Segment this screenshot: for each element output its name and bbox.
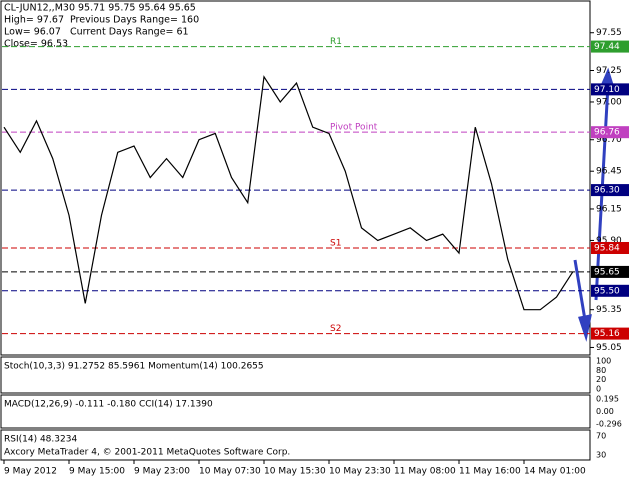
level-label-box <box>591 327 629 340</box>
x-tick-label: 11 May 08:00 <box>394 467 456 477</box>
header-high: High= 97.67 <box>4 15 64 26</box>
stoch-panel <box>0 356 591 394</box>
level-label-box <box>591 126 629 139</box>
level-label: 95.84 <box>594 243 620 253</box>
main-panel <box>0 0 591 356</box>
sub-tick-label: 100 <box>596 357 611 366</box>
sub-tick-label: -0.296 <box>596 420 622 429</box>
x-tick-label: 14 May 01:00 <box>524 467 586 477</box>
macd-title: MACD(12,26,9) -0.111 -0.180 CCI(14) 17.1… <box>4 400 213 410</box>
rsi-panel <box>0 429 591 461</box>
stoch-title: Stoch(10,3,3) 91.2752 85.5961 Momentum(1… <box>4 362 264 372</box>
y-tick-label: 97.00 <box>596 97 622 107</box>
level-label: 95.16 <box>594 329 620 339</box>
x-tick-label: 10 May 23:30 <box>329 467 391 477</box>
header-low: Low= 96.07 <box>4 27 61 38</box>
level-label-box <box>591 83 629 96</box>
level-label: 97.10 <box>594 85 620 95</box>
header-curr-range: Current Days Range= 61 <box>70 27 189 38</box>
level-label: 95.65 <box>594 267 620 277</box>
y-tick-label: 97.25 <box>596 66 622 76</box>
sub-tick-label: 0 <box>596 385 601 394</box>
macd-panel <box>0 394 591 429</box>
sub-tick-label: 80 <box>596 366 606 375</box>
x-tick-label: 9 May 15:00 <box>69 467 125 477</box>
level-name: S1 <box>330 238 341 248</box>
y-tick-label: 95.35 <box>596 305 622 315</box>
level-label: 95.50 <box>594 286 620 296</box>
header-prev-range: Previous Days Range= 160 <box>70 15 199 26</box>
x-tick-label: 9 May 2012 <box>4 467 57 477</box>
x-tick-label: 9 May 23:00 <box>134 467 190 477</box>
y-tick-label: 95.90 <box>596 236 622 246</box>
level-label: 96.76 <box>594 128 620 138</box>
y-tick-label: 96.70 <box>596 135 622 145</box>
price-line <box>3 75 574 311</box>
header-close: Close= 96.53 <box>4 39 68 50</box>
y-tick-label: 97.55 <box>596 28 622 38</box>
x-tick-label: 10 May 07:30 <box>199 467 261 477</box>
header-symbol: CL-JUN12,,M30 95.71 95.75 95.64 95.65 <box>4 3 196 14</box>
sub-tick-label: 0.195 <box>596 395 619 404</box>
x-tick-label: 10 May 15:30 <box>264 467 326 477</box>
x-tick-label: 11 May 16:00 <box>459 467 521 477</box>
level-label-box <box>591 40 629 53</box>
level-name: Pivot Point <box>330 123 378 133</box>
level-label-box <box>591 241 629 254</box>
level-label-box <box>591 284 629 297</box>
level-label-box <box>591 265 629 278</box>
y-tick-label: 96.15 <box>596 204 622 214</box>
sub-tick-label: 70 <box>596 432 606 441</box>
level-label-box <box>591 184 629 197</box>
sub-tick-label: 30 <box>596 451 606 460</box>
rsi-title: RSI(14) 48.3234 <box>4 435 77 445</box>
level-name: R1 <box>330 37 342 47</box>
sub-tick-label: 0.00 <box>596 407 614 416</box>
y-tick-label: 96.45 <box>596 167 622 177</box>
sub-tick-label: 20 <box>596 375 606 384</box>
level-label: 97.44 <box>594 42 620 52</box>
footer: Axcory MetaTrader 4, © 2001-2011 MetaQuo… <box>4 448 290 458</box>
level-name: S2 <box>330 324 341 334</box>
y-tick-label: 95.05 <box>596 343 622 353</box>
arrow-down <box>573 259 592 342</box>
level-label: 96.30 <box>594 186 620 196</box>
